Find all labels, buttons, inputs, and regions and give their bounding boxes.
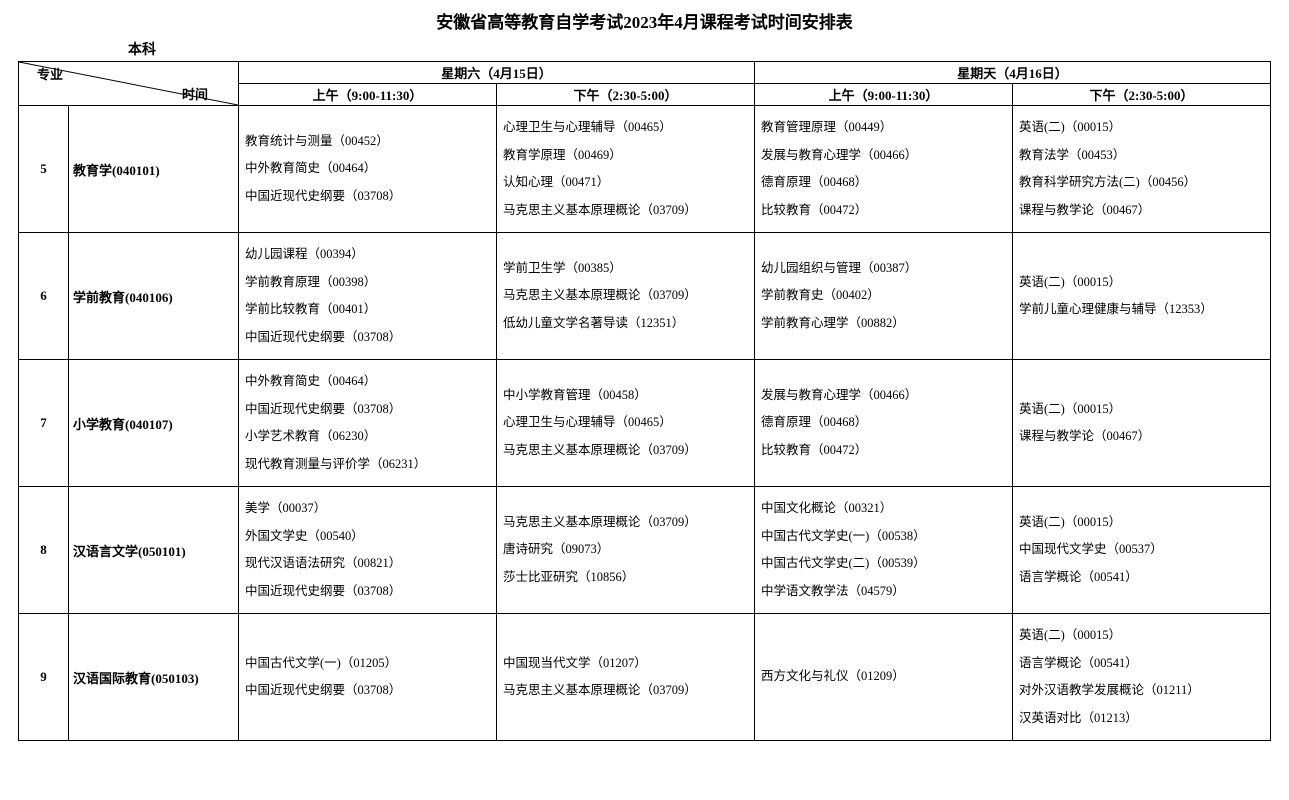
row-number: 8 (19, 487, 69, 614)
header-diagonal: 专业 时间 (19, 62, 239, 106)
table-row: 6学前教育(040106)幼儿园课程（00394）学前教育原理（00398）学前… (19, 233, 1271, 360)
table-row: 9汉语国际教育(050103)中国古代文学(一)（01205）中国近现代史纲要（… (19, 614, 1271, 741)
row-number: 7 (19, 360, 69, 487)
major-name: 学前教育(040106) (69, 233, 239, 360)
course-cell: 英语(二)（00015）教育法学（00453）教育科学研究方法(二)（00456… (1013, 106, 1271, 233)
header-sat-pm: 下午（2:30-5:00） (497, 84, 755, 106)
table-row: 8汉语言文学(050101)美学（00037）外国文学史（00540）现代汉语语… (19, 487, 1271, 614)
table-row: 5教育学(040101)教育统计与测量（00452）中外教育简史（00464）中… (19, 106, 1271, 233)
course-cell: 马克思主义基本原理概论（03709）唐诗研究（09073）莎士比亚研究（1085… (497, 487, 755, 614)
header-major-label: 专业 (37, 64, 63, 83)
header-sun-pm: 下午（2:30-5:00） (1013, 84, 1271, 106)
course-cell: 英语(二)（00015）课程与教学论（00467） (1013, 360, 1271, 487)
course-cell: 教育统计与测量（00452）中外教育简史（00464）中国近现代史纲要（0370… (239, 106, 497, 233)
table-row: 7小学教育(040107)中外教育简史（00464）中国近现代史纲要（03708… (19, 360, 1271, 487)
course-cell: 中外教育简史（00464）中国近现代史纲要（03708）小学艺术教育（06230… (239, 360, 497, 487)
major-name: 小学教育(040107) (69, 360, 239, 487)
schedule-table: 专业 时间 星期六（4月15日） 星期天（4月16日） 上午（9:00-11:3… (18, 61, 1271, 741)
course-cell: 西方文化与礼仪（01209） (755, 614, 1013, 741)
course-cell: 英语(二)（00015）中国现代文学史（00537）语言学概论（00541） (1013, 487, 1271, 614)
major-name: 汉语国际教育(050103) (69, 614, 239, 741)
course-cell: 幼儿园组织与管理（00387）学前教育史（00402）学前教育心理学（00882… (755, 233, 1013, 360)
course-cell: 英语(二)（00015）语言学概论（00541）对外汉语教学发展概论（01211… (1013, 614, 1271, 741)
course-cell: 学前卫生学（00385）马克思主义基本原理概论（03709）低幼儿童文学名著导读… (497, 233, 755, 360)
course-cell: 中小学教育管理（00458）心理卫生与心理辅导（00465）马克思主义基本原理概… (497, 360, 755, 487)
header-sunday: 星期天（4月16日） (755, 62, 1271, 84)
row-number: 6 (19, 233, 69, 360)
header-sat-am: 上午（9:00-11:30） (239, 84, 497, 106)
subtitle: 本科 (128, 39, 1271, 59)
page-title: 安徽省高等教育自学考试2023年4月课程考试时间安排表 (18, 8, 1271, 33)
major-name: 汉语言文学(050101) (69, 487, 239, 614)
major-name: 教育学(040101) (69, 106, 239, 233)
course-cell: 美学（00037）外国文学史（00540）现代汉语语法研究（00821）中国近现… (239, 487, 497, 614)
header-sun-am: 上午（9:00-11:30） (755, 84, 1013, 106)
header-saturday: 星期六（4月15日） (239, 62, 755, 84)
course-cell: 教育管理原理（00449）发展与教育心理学（00466）德育原理（00468）比… (755, 106, 1013, 233)
course-cell: 中国古代文学(一)（01205）中国近现代史纲要（03708） (239, 614, 497, 741)
row-number: 9 (19, 614, 69, 741)
header-time-label: 时间 (182, 84, 208, 103)
row-number: 5 (19, 106, 69, 233)
course-cell: 心理卫生与心理辅导（00465）教育学原理（00469）认知心理（00471）马… (497, 106, 755, 233)
course-cell: 幼儿园课程（00394）学前教育原理（00398）学前比较教育（00401）中国… (239, 233, 497, 360)
course-cell: 中国文化概论（00321）中国古代文学史(一)（00538）中国古代文学史(二)… (755, 487, 1013, 614)
course-cell: 中国现当代文学（01207）马克思主义基本原理概论（03709） (497, 614, 755, 741)
course-cell: 英语(二)（00015）学前儿童心理健康与辅导（12353） (1013, 233, 1271, 360)
course-cell: 发展与教育心理学（00466）德育原理（00468）比较教育（00472） (755, 360, 1013, 487)
